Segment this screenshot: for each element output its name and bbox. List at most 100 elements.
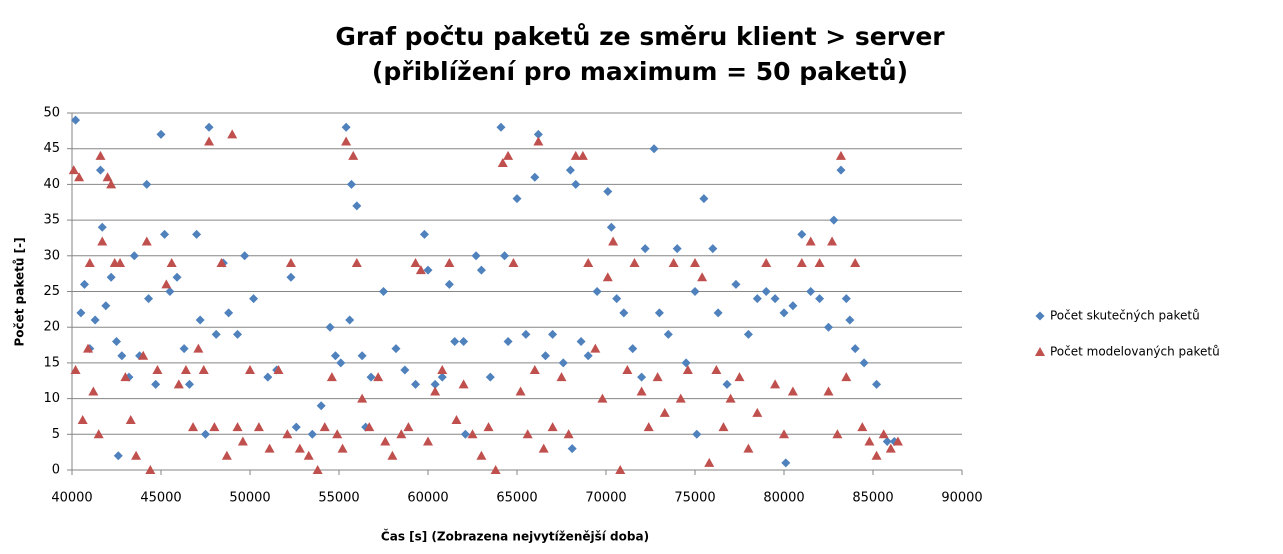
point <box>380 436 391 446</box>
point <box>113 451 123 461</box>
point <box>125 415 136 425</box>
point <box>538 443 549 453</box>
point <box>483 422 494 432</box>
point <box>779 429 789 439</box>
point <box>102 172 113 182</box>
point <box>503 336 513 346</box>
point <box>106 179 117 189</box>
legend-label: Počet skutečných paketů <box>1050 309 1200 323</box>
point <box>419 229 429 239</box>
point <box>97 236 108 246</box>
point <box>872 379 882 389</box>
point <box>628 344 638 354</box>
point <box>652 372 663 382</box>
point <box>188 422 199 432</box>
point <box>198 365 209 375</box>
point <box>193 343 204 353</box>
point <box>722 379 732 389</box>
point <box>814 257 825 267</box>
y-tick-label: 50 <box>43 106 60 121</box>
point <box>841 372 852 382</box>
point <box>131 450 142 460</box>
point <box>366 372 376 382</box>
point <box>857 422 868 432</box>
point <box>850 344 860 354</box>
point <box>326 372 337 382</box>
point <box>138 350 149 360</box>
point <box>117 351 127 361</box>
point <box>533 136 544 146</box>
point <box>734 372 745 382</box>
point <box>681 358 691 368</box>
point <box>796 257 807 267</box>
x-tick-label: 60000 <box>407 491 448 506</box>
point <box>570 150 581 160</box>
point <box>430 386 441 396</box>
point <box>725 393 736 403</box>
point <box>364 422 375 432</box>
point <box>672 244 682 254</box>
point <box>357 351 367 361</box>
y-tick-label: 35 <box>43 213 60 228</box>
point <box>165 287 175 296</box>
point <box>583 257 594 267</box>
y-tick-label: 0 <box>52 463 60 478</box>
point <box>184 379 194 389</box>
point <box>708 244 718 254</box>
point <box>752 407 763 417</box>
point <box>233 329 243 339</box>
point <box>530 172 540 182</box>
point <box>797 229 807 239</box>
point <box>713 308 723 318</box>
point <box>291 422 301 432</box>
point <box>503 150 514 160</box>
point <box>430 379 440 389</box>
point <box>348 150 359 160</box>
point <box>106 272 116 282</box>
point <box>690 287 700 296</box>
point <box>330 351 340 361</box>
x-tick-label: 40000 <box>51 491 92 506</box>
point <box>351 257 362 267</box>
point <box>204 136 215 146</box>
point <box>841 294 851 304</box>
point <box>172 272 182 282</box>
point <box>711 365 722 375</box>
x-tick-label: 65000 <box>496 491 537 506</box>
point <box>403 422 414 432</box>
legend-marker <box>1035 311 1045 321</box>
point <box>141 236 152 246</box>
x-tick-label: 50000 <box>229 491 270 506</box>
point <box>563 429 574 439</box>
point <box>781 458 791 468</box>
point <box>649 144 659 154</box>
point <box>458 379 469 389</box>
point <box>590 343 601 353</box>
point <box>497 157 508 167</box>
point <box>864 436 875 446</box>
point <box>224 308 234 318</box>
point <box>675 393 686 403</box>
y-tick-label: 15 <box>43 355 60 370</box>
point <box>161 279 172 289</box>
y-tick-label: 30 <box>43 248 60 263</box>
point <box>515 386 526 396</box>
point <box>522 429 533 439</box>
point <box>221 450 232 460</box>
x-tick-label: 80000 <box>763 491 804 506</box>
point <box>547 422 558 432</box>
point <box>411 379 421 389</box>
point <box>779 308 789 318</box>
point <box>490 465 501 474</box>
point <box>529 365 540 375</box>
point <box>437 365 448 375</box>
point <box>152 365 163 375</box>
point <box>668 257 679 267</box>
point <box>444 279 454 289</box>
point <box>806 287 816 296</box>
chart-title: Graf počtu paketů ze směru klient > serv… <box>335 22 945 51</box>
point <box>571 179 581 189</box>
point <box>345 315 355 325</box>
point <box>496 122 506 132</box>
